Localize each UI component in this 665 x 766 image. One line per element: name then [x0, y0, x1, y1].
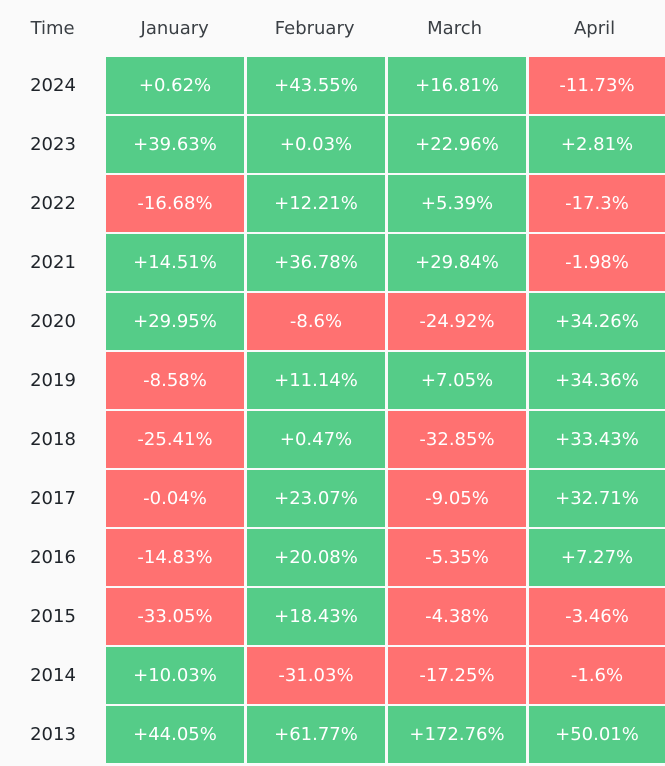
column-header-january[interactable]: January — [140, 17, 209, 39]
year-label: 2016 — [30, 547, 76, 568]
return-cell-january: -25.41% — [106, 411, 244, 468]
table-row: 2024 +0.62% +43.55% +16.81% -11.73% — [0, 57, 665, 114]
return-cell-january: -16.68% — [106, 175, 244, 232]
return-cell-april: -1.98% — [529, 234, 665, 291]
return-cell-january: -0.04% — [106, 470, 244, 527]
return-cell-april: +32.71% — [529, 470, 665, 527]
return-cell-april: -3.46% — [529, 588, 665, 645]
table-header: Time January February March April — [0, 0, 665, 56]
return-cell-january: +44.05% — [106, 706, 244, 763]
return-cell-march: +5.39% — [388, 175, 526, 232]
return-cell-march: +7.05% — [388, 352, 526, 409]
return-cell-january: -33.05% — [106, 588, 244, 645]
year-label: 2022 — [30, 193, 76, 214]
table-row: 2019 -8.58% +11.14% +7.05% +34.36% — [0, 352, 665, 409]
return-cell-april: +34.36% — [529, 352, 665, 409]
return-cell-april: +2.81% — [529, 116, 665, 173]
return-cell-april: -17.3% — [529, 175, 665, 232]
return-cell-february: +23.07% — [247, 470, 385, 527]
return-cell-march: -24.92% — [388, 293, 526, 350]
return-cell-january: +39.63% — [106, 116, 244, 173]
return-cell-february: +12.21% — [247, 175, 385, 232]
return-cell-january: -8.58% — [106, 352, 244, 409]
return-cell-april: +50.01% — [529, 706, 665, 763]
year-label: 2024 — [30, 75, 76, 96]
year-label: 2020 — [30, 311, 76, 332]
column-header-march[interactable]: March — [427, 17, 483, 39]
table-row: 2014 +10.03% -31.03% -17.25% -1.6% — [0, 647, 665, 704]
return-cell-february: +0.03% — [247, 116, 385, 173]
column-header-april[interactable]: April — [573, 17, 616, 39]
column-header-february[interactable]: February — [274, 17, 355, 39]
year-label: 2023 — [30, 134, 76, 155]
year-label: 2014 — [30, 665, 76, 686]
return-cell-january: -14.83% — [106, 529, 244, 586]
table-row: 2013 +44.05% +61.77% +172.76% +50.01% — [0, 706, 665, 763]
return-cell-march: -9.05% — [388, 470, 526, 527]
return-cell-january: +10.03% — [106, 647, 244, 704]
return-cell-march: -32.85% — [388, 411, 526, 468]
return-cell-march: -5.35% — [388, 529, 526, 586]
return-cell-march: -4.38% — [388, 588, 526, 645]
return-cell-february: +0.47% — [247, 411, 385, 468]
year-label: 2019 — [30, 370, 76, 391]
return-cell-february: +11.14% — [247, 352, 385, 409]
return-cell-february: -31.03% — [247, 647, 385, 704]
return-cell-april: +33.43% — [529, 411, 665, 468]
table-row: 2017 -0.04% +23.07% -9.05% +32.71% — [0, 470, 665, 527]
year-label: 2017 — [30, 488, 76, 509]
year-label: 2018 — [30, 429, 76, 450]
return-cell-march: +16.81% — [388, 57, 526, 114]
return-cell-february: +61.77% — [247, 706, 385, 763]
return-cell-march: -17.25% — [388, 647, 526, 704]
year-label: 2015 — [30, 606, 76, 627]
return-cell-february: +43.55% — [247, 57, 385, 114]
return-cell-march: +29.84% — [388, 234, 526, 291]
table-row: 2021 +14.51% +36.78% +29.84% -1.98% — [0, 234, 665, 291]
table-body: 2024 +0.62% +43.55% +16.81% -11.73% 2023 +39.6… — [0, 57, 665, 765]
table-row: 2018 -25.41% +0.47% -32.85% +33.43% — [0, 411, 665, 468]
return-cell-april: -1.6% — [529, 647, 665, 704]
return-cell-april: -11.73% — [529, 57, 665, 114]
return-cell-march: +172.76% — [388, 706, 526, 763]
return-cell-march: +22.96% — [388, 116, 526, 173]
table-row: 2020 +29.95% -8.6% -24.92% +34.26% — [0, 293, 665, 350]
return-cell-january: +0.62% — [106, 57, 244, 114]
table-row: 2022 -16.68% +12.21% +5.39% -17.3% — [0, 175, 665, 232]
return-cell-january: +29.95% — [106, 293, 244, 350]
table-row: 2023 +39.63% +0.03% +22.96% +2.81% — [0, 116, 665, 173]
year-label: 2013 — [30, 724, 76, 745]
return-cell-february: -8.6% — [247, 293, 385, 350]
return-cell-january: +14.51% — [106, 234, 244, 291]
table-row: 2016 -14.83% +20.08% -5.35% +7.27% — [0, 529, 665, 586]
return-cell-april: +7.27% — [529, 529, 665, 586]
return-cell-february: +20.08% — [247, 529, 385, 586]
year-label: 2021 — [30, 252, 76, 273]
return-cell-february: +36.78% — [247, 234, 385, 291]
column-header-time[interactable]: Time — [30, 17, 75, 39]
table-row: 2015 -33.05% +18.43% -4.38% -3.46% — [0, 588, 665, 645]
return-cell-april: +34.26% — [529, 293, 665, 350]
return-cell-february: +18.43% — [247, 588, 385, 645]
